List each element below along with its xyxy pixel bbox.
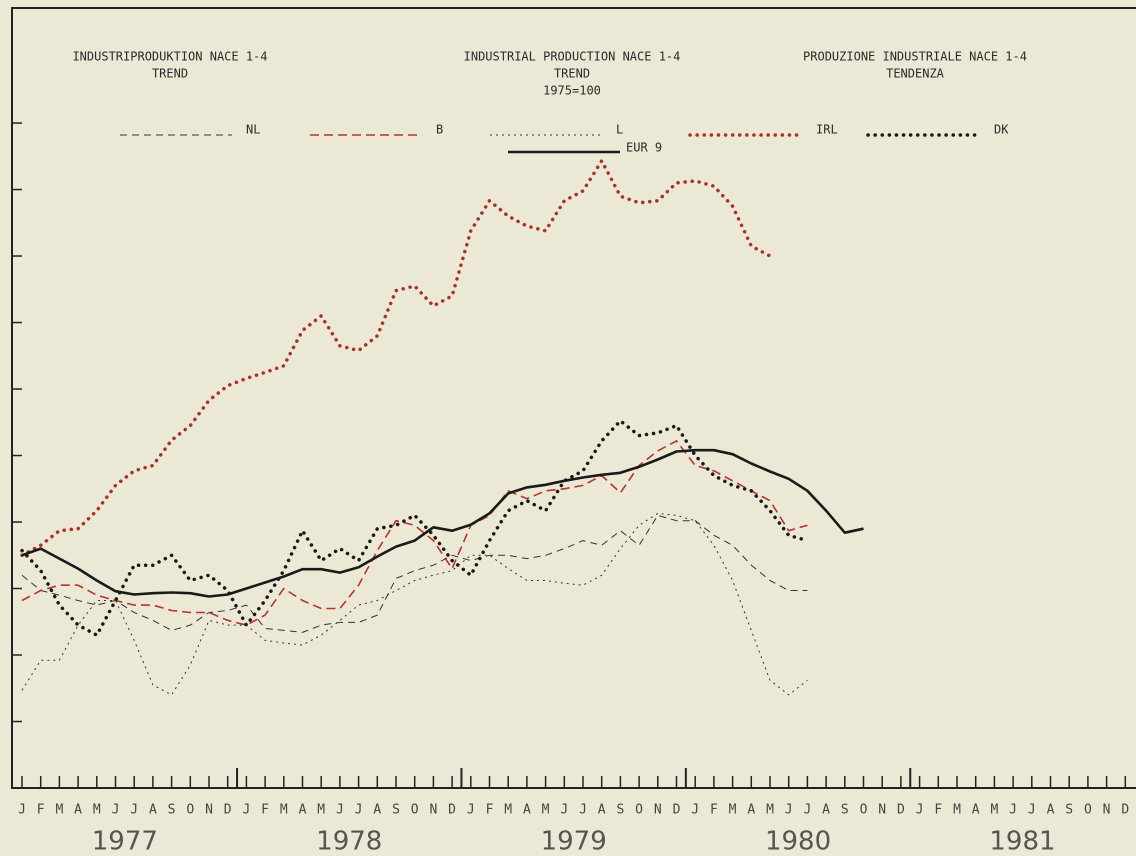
title-line: PRODUZIONE INDUSTRIALE NACE 1-4 [803,50,1027,64]
x-tick-label: M [280,803,288,818]
x-tick-label: F [37,803,45,818]
year-label: 1981 [989,827,1055,856]
x-tick-label: M [542,803,550,818]
x-tick-label: A [523,803,531,818]
series-line [20,159,772,558]
x-tick-label: J [1009,803,1017,818]
x-tick-label: F [710,803,718,818]
x-tick-label: M [990,803,998,818]
title-line: TENDENZA [886,67,945,81]
x-tick-label: J [803,803,811,818]
x-tick-label: J [579,803,587,818]
x-tick-label: M [93,803,101,818]
x-tick-label: S [841,803,849,818]
year-label: 1979 [541,827,607,856]
x-tick-label: N [878,803,886,818]
x-tick-label: A [149,803,157,818]
year-label: 1978 [316,827,382,856]
x-tick-label: A [747,803,755,818]
x-tick-label: F [486,803,494,818]
year-label: 1977 [92,827,158,856]
plot-frame [11,7,1136,789]
x-tick-label: J [916,803,924,818]
title-line: INDUSTRIPRODUKTION NACE 1-4 [72,50,267,64]
series-line [21,440,808,626]
x-tick-label: J [18,803,26,818]
x-tick-label: A [972,803,980,818]
x-tick-label: J [467,803,475,818]
x-tick-label: J [336,803,344,818]
x-tick-label: A [74,803,82,818]
x-tick-label: J [355,803,363,818]
x-tick-label: M [953,803,961,818]
x-tick-label: O [860,803,868,818]
year-label: 1980 [765,827,831,856]
x-tick-label: O [635,803,643,818]
x-tick-label: D [448,803,456,818]
x-tick-label: D [897,803,905,818]
x-tick-label: S [168,803,176,818]
series-line [21,448,864,598]
legend-label: DK [994,123,1009,137]
x-tick-label: A [598,803,606,818]
x-tick-label: F [934,803,942,818]
x-tick-label: F [261,803,269,818]
x-tick-label: J [785,803,793,818]
x-tick-label: J [130,803,138,818]
legend-label: NL [246,123,260,137]
title-line: TREND [152,67,188,81]
x-tick-label: M [504,803,512,818]
x-tick-label: J [112,803,120,818]
legend-label: EUR 9 [626,141,662,155]
x-tick-label: J [242,803,250,818]
x-tick-label: M [766,803,774,818]
legend-label: L [616,123,623,137]
legend-label: B [436,123,443,137]
x-tick-label: O [411,803,419,818]
x-tick-label: S [1065,803,1073,818]
x-tick-label: A [373,803,381,818]
x-tick-label: M [729,803,737,818]
x-tick-label: A [299,803,307,818]
title-line: 1975=100 [543,84,601,98]
x-tick-label: M [317,803,325,818]
x-tick-label: J [1028,803,1036,818]
x-tick-label: S [616,803,624,818]
x-tick-label: J [691,803,699,818]
x-tick-label: D [673,803,681,818]
x-tick-label: D [1121,803,1129,818]
x-tick-label: M [55,803,63,818]
series-line [21,512,808,696]
x-tick-label: D [224,803,232,818]
series-line [20,419,810,637]
x-tick-label: J [560,803,568,818]
x-tick-label: O [1084,803,1092,818]
title-line: TREND [554,67,590,81]
x-tick-label: N [429,803,437,818]
x-tick-label: N [1103,803,1111,818]
x-tick-label: N [654,803,662,818]
x-tick-label: S [392,803,400,818]
x-tick-label: A [1047,803,1055,818]
x-tick-label: A [822,803,830,818]
title-line: INDUSTRIAL PRODUCTION NACE 1-4 [464,50,681,64]
legend-label: IRL [816,123,838,137]
x-tick-label: N [205,803,213,818]
series-line [21,514,808,633]
x-tick-label: O [186,803,194,818]
